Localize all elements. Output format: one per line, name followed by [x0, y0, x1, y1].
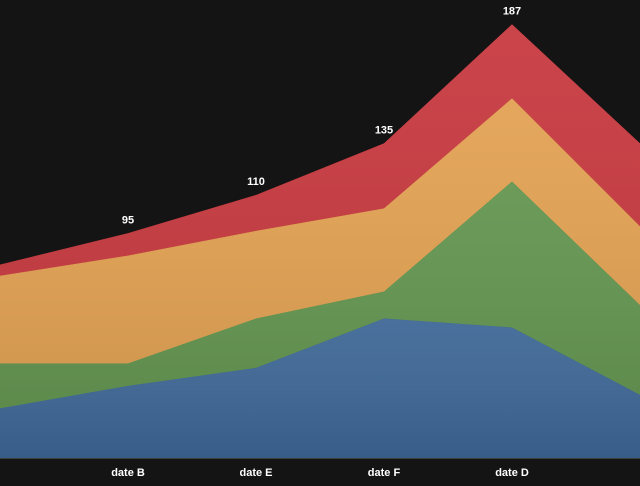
- x-tick-label: date B: [111, 467, 145, 479]
- data-label-110: 110: [247, 176, 265, 188]
- x-tick-label: date E: [239, 467, 272, 479]
- data-label-187: 187: [503, 5, 521, 17]
- area-shade-blue: [0, 318, 640, 458]
- x-tick-label: date D: [495, 467, 529, 479]
- total-labels: 95 110 135 187: [122, 5, 521, 226]
- area-layers: [0, 24, 640, 459]
- data-label-95: 95: [122, 214, 134, 226]
- x-tick-label: date F: [368, 467, 401, 479]
- data-label-135: 135: [375, 125, 393, 137]
- x-axis-ticks: date B date E date F date D: [111, 467, 529, 479]
